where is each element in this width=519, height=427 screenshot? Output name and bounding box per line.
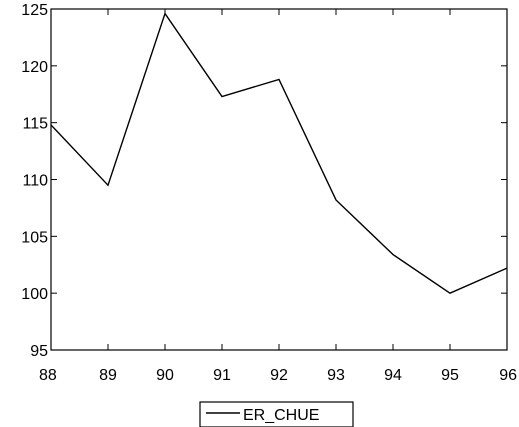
series-line-er-chue <box>50 11 508 294</box>
series-layer <box>50 11 508 294</box>
x-tick-label: 91 <box>213 367 231 384</box>
legend: ER_CHUE <box>199 401 354 427</box>
x-tick-label: 92 <box>270 367 288 384</box>
x-tick-label: 96 <box>499 367 517 384</box>
x-axis: 88 89 90 91 92 93 94 95 96 <box>39 9 517 384</box>
y-tick-label: 110 <box>22 173 48 190</box>
x-tick-label: 93 <box>327 367 345 384</box>
x-tick-label: 89 <box>99 367 117 384</box>
y-tick-label: 125 <box>21 2 48 19</box>
plot-frame <box>50 8 508 351</box>
legend-label: ER_CHUE <box>243 407 319 424</box>
y-tick-label: 120 <box>21 59 48 76</box>
legend-box <box>199 401 354 427</box>
x-tick-label: 94 <box>384 367 402 384</box>
y-tick-label: 105 <box>21 229 48 246</box>
y-axis: 95 100 105 110 115 120 125 <box>21 2 507 360</box>
x-tick-label: 90 <box>156 367 174 384</box>
x-tick-label: 88 <box>39 367 57 384</box>
y-tick-label: 100 <box>21 286 48 303</box>
y-tick-label: 95 <box>30 343 48 360</box>
y-tick-label: 115 <box>22 116 48 133</box>
x-tick-label: 95 <box>441 367 459 384</box>
